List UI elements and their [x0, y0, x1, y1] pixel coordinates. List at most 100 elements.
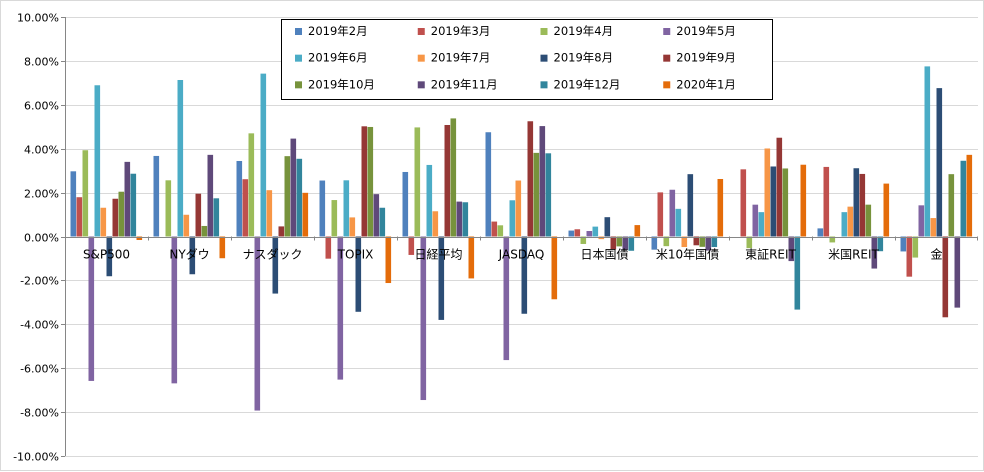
bar [497, 225, 504, 237]
bar [468, 236, 475, 279]
bar [853, 168, 860, 237]
legend-entry: 2019年11月 [431, 77, 498, 91]
bar [948, 174, 955, 237]
bar [171, 236, 178, 384]
bar [657, 192, 664, 237]
bar [118, 191, 125, 237]
bar [414, 127, 421, 237]
bar [871, 236, 878, 269]
bar [865, 204, 872, 237]
legend-swatch [663, 81, 671, 89]
bar [88, 236, 95, 381]
bar [717, 178, 724, 237]
legend-swatch [540, 54, 548, 62]
bar [693, 236, 700, 246]
bar [337, 236, 344, 380]
bar [580, 236, 587, 244]
bar [669, 189, 676, 237]
axis-layer [61, 17, 978, 457]
legend-entry: 2019年2月 [308, 24, 368, 38]
category-label: NYダウ [169, 247, 209, 262]
bar [841, 212, 848, 237]
bar [829, 236, 836, 243]
bar [349, 217, 356, 237]
bar [112, 198, 119, 237]
legend-swatch [663, 28, 671, 35]
bar [622, 236, 629, 250]
legend-swatch [417, 28, 425, 35]
bar [373, 194, 380, 237]
bar [355, 236, 362, 312]
legend-swatch [663, 54, 671, 62]
bar [545, 153, 552, 237]
bar [207, 154, 214, 237]
bar [432, 211, 439, 237]
bar [681, 236, 688, 248]
bar [746, 236, 753, 249]
bar [628, 236, 635, 251]
legend-box [281, 19, 773, 100]
y-tick-label: -4.00% [20, 319, 59, 332]
category-label: 米10年国債 [656, 247, 719, 262]
bar [906, 236, 913, 277]
legend-entry: 2019年8月 [554, 51, 614, 65]
bar [236, 160, 243, 237]
bar [165, 180, 172, 237]
bar [402, 171, 409, 237]
bar [426, 164, 433, 237]
bar [918, 205, 925, 237]
category-label: ナスダック [242, 247, 302, 262]
bar [859, 173, 866, 237]
legend-entry: 2019年10月 [308, 77, 375, 91]
legend-entry: 2019年6月 [308, 51, 368, 65]
legend-swatch [417, 81, 425, 89]
bar [201, 225, 208, 237]
bar [70, 171, 77, 237]
bar [248, 133, 255, 237]
label-layer: 10.00% 8.00% 6.00% 4.00% 2.00% 0.00% -2.00% -4.… [13, 12, 942, 464]
bar [331, 200, 338, 237]
bar [794, 236, 801, 310]
bar [130, 173, 137, 237]
bar [438, 236, 445, 320]
legend-swatch [295, 54, 302, 62]
bar [586, 231, 593, 237]
bar [551, 236, 558, 300]
bar [82, 150, 89, 237]
bar [177, 80, 184, 237]
category-label: 日経平均 [414, 248, 462, 262]
bar [788, 236, 795, 262]
bar [610, 236, 617, 250]
bar [770, 166, 777, 237]
bar [319, 180, 326, 237]
bar [296, 158, 303, 237]
bar [604, 217, 611, 237]
bar [533, 152, 540, 237]
bar [705, 236, 712, 251]
bar [195, 193, 202, 237]
bar [503, 236, 510, 361]
bar [592, 226, 599, 237]
bar [568, 230, 575, 237]
bar [764, 148, 771, 237]
bar [711, 236, 718, 248]
bar [213, 198, 220, 237]
bar [242, 179, 249, 237]
bar [272, 236, 279, 294]
legend-swatch [540, 81, 548, 89]
bar [219, 236, 226, 259]
bar [124, 161, 131, 237]
bar [444, 124, 451, 237]
bar [94, 85, 101, 237]
y-tick-label: 10.00% [17, 12, 59, 25]
bar [782, 168, 789, 237]
y-tick-label: 0.00% [24, 232, 59, 245]
bar [485, 132, 492, 237]
bar [634, 225, 641, 237]
bar [462, 202, 469, 237]
bar [675, 208, 682, 237]
bar [776, 137, 783, 237]
legend-entry: 2019年7月 [431, 51, 491, 65]
bar [302, 192, 309, 237]
y-tick-label: 8.00% [24, 56, 59, 69]
